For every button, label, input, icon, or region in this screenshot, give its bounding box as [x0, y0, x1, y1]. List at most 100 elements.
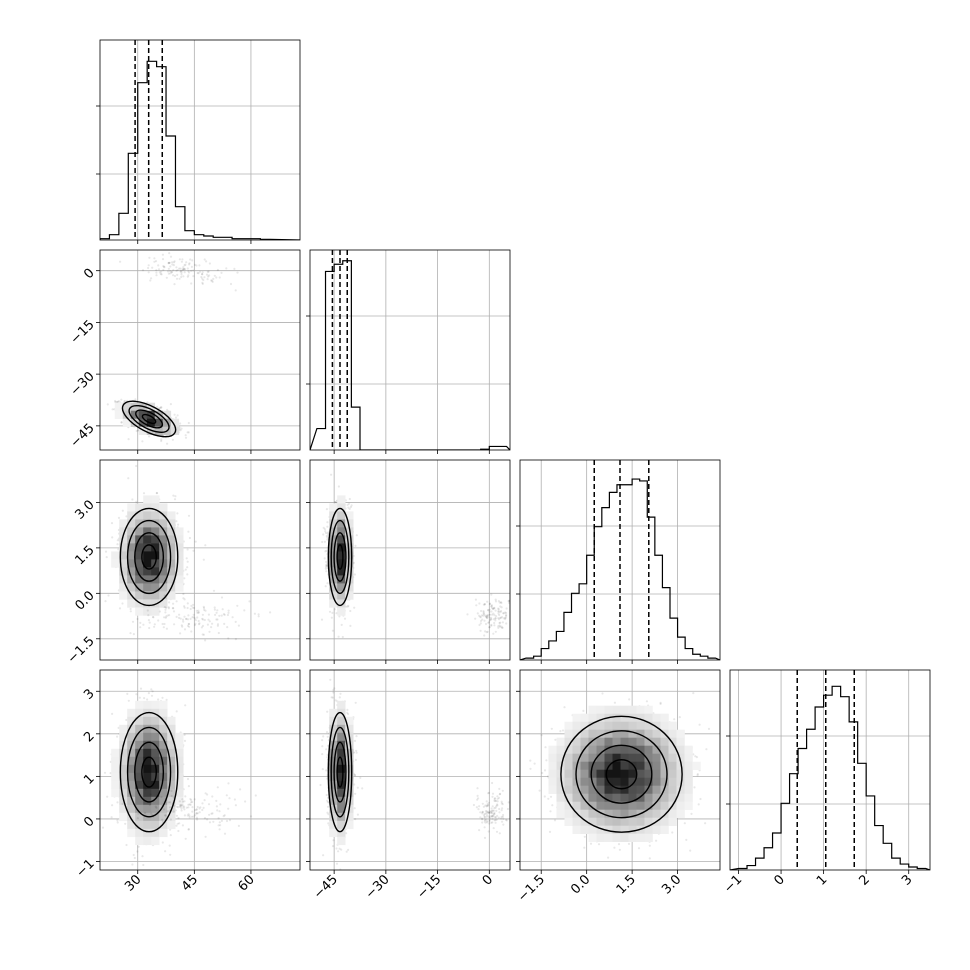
density-cell — [119, 519, 128, 528]
sample-point — [326, 538, 329, 541]
density-cell — [345, 519, 354, 528]
panel-2-0-contour-3 — [119, 507, 179, 607]
density-cell — [167, 559, 176, 568]
sample-point — [95, 398, 97, 400]
density-cell — [154, 410, 164, 419]
sample-point — [234, 620, 237, 624]
sample-point — [213, 606, 216, 609]
sample-point — [126, 692, 129, 696]
sample-point — [175, 266, 178, 269]
density-cell — [151, 535, 160, 544]
sample-point — [148, 256, 151, 259]
sample-point — [485, 631, 488, 634]
density-cell — [167, 575, 176, 584]
sample-point — [343, 617, 347, 620]
density-cell — [337, 583, 346, 592]
sample-point — [211, 280, 214, 283]
sample-point — [498, 610, 501, 613]
sample-point — [500, 609, 503, 613]
sample-point — [163, 265, 166, 268]
sample-point — [499, 616, 502, 620]
sample-point — [497, 612, 500, 615]
sample-point — [502, 612, 505, 615]
density-cell — [130, 410, 140, 419]
sample-point — [349, 609, 352, 613]
sample-point — [139, 621, 142, 625]
sample-point — [333, 608, 336, 611]
sample-point — [131, 620, 135, 623]
sample-point — [178, 267, 181, 270]
sample-point — [193, 263, 197, 266]
sample-point — [183, 577, 186, 580]
sample-point — [183, 268, 187, 271]
sample-point — [116, 801, 119, 804]
sample-point — [148, 626, 151, 630]
sample-point — [223, 613, 226, 617]
sample-point — [498, 613, 501, 617]
density-cell — [345, 511, 354, 520]
sample-point — [127, 438, 130, 441]
sample-point — [194, 617, 197, 620]
sample-point — [487, 621, 490, 625]
density-cell — [337, 567, 346, 576]
sample-point — [166, 408, 169, 411]
sample-point — [166, 614, 169, 617]
sample-point — [497, 626, 500, 630]
sample-point — [210, 626, 213, 629]
sample-point — [482, 612, 485, 615]
sample-point — [497, 610, 500, 613]
sample-point — [197, 611, 200, 614]
density-cell — [143, 511, 152, 520]
panel-2-1-contour-1 — [333, 532, 347, 582]
sample-point — [488, 608, 491, 611]
sample-point — [123, 400, 126, 403]
sample-point — [186, 618, 190, 621]
sample-point — [488, 613, 491, 616]
sample-point — [503, 616, 507, 619]
sample-point — [163, 266, 166, 269]
sample-point — [206, 270, 209, 273]
density-cell — [111, 559, 120, 568]
sample-point — [488, 626, 491, 629]
sample-point — [157, 268, 161, 271]
sample-point — [498, 618, 501, 621]
sample-point — [197, 609, 200, 612]
density-cell — [127, 551, 136, 560]
density-cell — [130, 418, 140, 427]
sample-point — [324, 531, 328, 535]
sample-point — [183, 606, 186, 609]
sample-point — [163, 616, 166, 619]
density-cell — [143, 583, 152, 592]
sample-point — [353, 573, 356, 576]
sample-point — [182, 275, 185, 278]
sample-point — [484, 614, 487, 617]
sample-point — [499, 616, 502, 619]
sample-point — [181, 269, 184, 272]
density-cell — [127, 559, 136, 568]
density-cell — [175, 567, 184, 576]
density-cell — [143, 495, 152, 504]
density-cell — [119, 543, 128, 552]
sample-point — [151, 615, 155, 619]
sample-point — [180, 260, 183, 263]
sample-point — [190, 265, 193, 268]
density-cell — [135, 527, 144, 536]
density-cell — [167, 567, 176, 576]
density-cell — [122, 410, 132, 419]
sample-point — [201, 624, 205, 628]
sample-point — [216, 623, 220, 626]
sample-point — [167, 272, 170, 275]
sample-point — [202, 606, 206, 610]
sample-point — [478, 602, 481, 605]
sample-point — [203, 608, 206, 612]
sample-point — [120, 421, 123, 424]
sample-point — [222, 613, 225, 616]
sample-point — [152, 616, 155, 619]
sample-point — [490, 593, 493, 596]
sample-point — [488, 613, 492, 616]
sample-point — [325, 508, 328, 511]
sample-point — [188, 263, 191, 266]
panel-1-0-contour-2 — [128, 404, 170, 433]
sample-point — [171, 607, 174, 610]
sample-point — [157, 698, 160, 701]
